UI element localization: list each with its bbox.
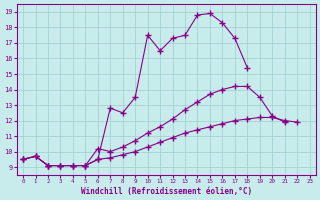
X-axis label: Windchill (Refroidissement éolien,°C): Windchill (Refroidissement éolien,°C) bbox=[81, 187, 252, 196]
